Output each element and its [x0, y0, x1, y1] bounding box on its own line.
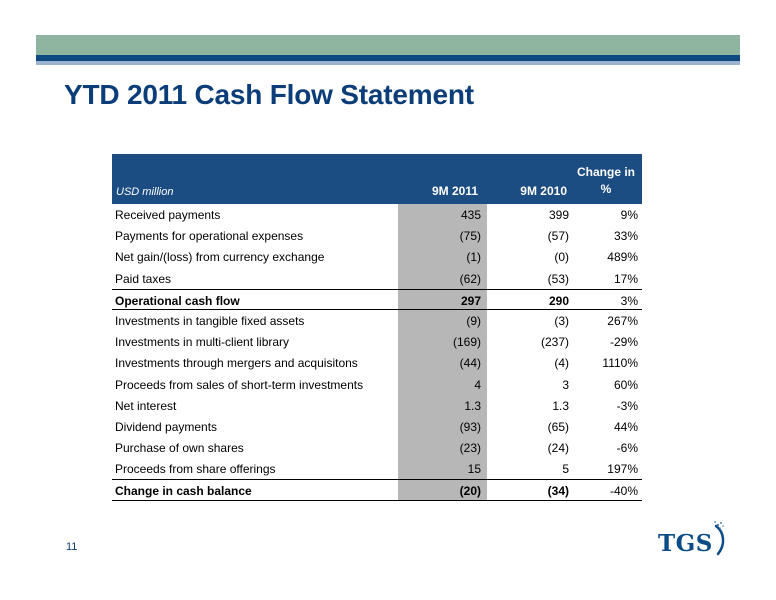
value-change: -40%	[609, 484, 638, 499]
value-9m-2010: (57)	[547, 229, 569, 244]
value-9m-2011: (20)	[459, 484, 481, 499]
value-9m-2010: (65)	[547, 419, 569, 434]
table-row: Dividend payments (93) (65) 44%	[112, 416, 642, 437]
row-label: Payments for operational expenses	[115, 229, 304, 244]
value-9m-2010: 5	[562, 462, 569, 477]
value-9m-2010: (34)	[547, 484, 569, 499]
value-9m-2011: (75)	[459, 229, 481, 244]
value-9m-2010: (53)	[547, 271, 569, 286]
table-row: Investments in tangible fixed assets (9)…	[112, 310, 642, 331]
row-label: Operational cash flow	[115, 293, 240, 308]
table-row: Payments for operational expenses (75) (…	[112, 225, 642, 246]
header-band-navy	[36, 55, 740, 61]
table-body: Received payments 435 399 9% Payments fo…	[112, 204, 642, 501]
row-label: Proceeds from sales of short-term invest…	[115, 377, 364, 392]
tgs-logo: TGS	[658, 520, 730, 564]
table-row: Proceeds from sales of short-term invest…	[112, 374, 642, 395]
value-change: 267%	[607, 313, 638, 328]
header-band-green	[36, 35, 740, 55]
table-header: USD million 9M 2011 9M 2010 Change in %	[112, 154, 642, 204]
value-9m-2011: 297	[460, 293, 481, 308]
value-change: -29%	[609, 335, 638, 350]
value-9m-2011: 1.3	[464, 398, 481, 413]
value-change: 17%	[613, 271, 638, 286]
row-label: Net gain/(loss) from currency exchange	[115, 250, 325, 265]
value-change: 60%	[613, 377, 638, 392]
value-9m-2010: (3)	[554, 313, 569, 328]
value-change: 44%	[613, 419, 638, 434]
value-change: -6%	[616, 441, 638, 456]
value-change: 3%	[620, 293, 638, 308]
unit-label: USD million	[116, 186, 174, 198]
row-label: Investments in tangible fixed assets	[115, 313, 305, 328]
col-header-change: Change in %	[574, 164, 638, 198]
table-row: Received payments 435 399 9%	[112, 204, 642, 225]
table-row: Net gain/(loss) from currency exchange (…	[112, 246, 642, 267]
row-label: Paid taxes	[115, 271, 172, 286]
page-number: 11	[66, 541, 78, 553]
value-9m-2011: (62)	[459, 271, 481, 286]
table-row-subtotal: Operational cash flow 297 290 3%	[112, 288, 642, 310]
value-9m-2010: (24)	[547, 441, 569, 456]
table-row: Net interest 1.3 1.3 -3%	[112, 395, 642, 416]
value-9m-2011: (9)	[466, 313, 481, 328]
col-header-change-line1: Change in	[576, 165, 635, 179]
value-9m-2010: (237)	[540, 335, 569, 350]
table-row: Paid taxes (62) (53) 17%	[112, 268, 642, 289]
table-row: Investments through mergers and acquisit…	[112, 352, 642, 373]
value-9m-2011: (23)	[459, 441, 481, 456]
value-9m-2010: 3	[562, 377, 569, 392]
value-9m-2010: 290	[548, 293, 569, 308]
value-9m-2010: 1.3	[552, 398, 569, 413]
table-row: Purchase of own shares (23) (24) -6%	[112, 437, 642, 458]
value-change: 489%	[607, 250, 638, 265]
row-label: Investments through mergers and acquisit…	[115, 356, 358, 371]
row-label: Received payments	[115, 208, 221, 222]
value-9m-2011: 435	[460, 208, 481, 222]
logo-swoosh-icon	[714, 521, 725, 556]
row-label: Net interest	[115, 398, 177, 413]
row-label: Proceeds from share offerings	[115, 462, 276, 477]
table-row: Investments in multi-client library (169…	[112, 331, 642, 352]
col-header-9m-2011: 9M 2011	[431, 184, 478, 198]
cash-flow-table: USD million 9M 2011 9M 2010 Change in % …	[112, 154, 642, 501]
value-9m-2011: (93)	[459, 419, 481, 434]
row-label: Change in cash balance	[115, 484, 252, 499]
logo-text: TGS	[658, 530, 713, 557]
value-9m-2011: 4	[474, 377, 481, 392]
highlight-column-9m-2011	[398, 204, 487, 501]
value-9m-2011: (1)	[466, 250, 481, 265]
row-label: Investments in multi-client library	[115, 335, 290, 350]
value-9m-2011: (44)	[459, 356, 481, 371]
value-change: 9%	[620, 208, 638, 222]
col-header-change-line2: %	[600, 182, 612, 196]
value-change: -3%	[616, 398, 638, 413]
value-9m-2010: 399	[548, 208, 569, 222]
value-9m-2010: (4)	[554, 356, 569, 371]
value-change: 197%	[607, 462, 638, 477]
row-label: Purchase of own shares	[115, 441, 244, 456]
slide-title: YTD 2011 Cash Flow Statement	[64, 79, 474, 110]
col-header-9m-2010: 9M 2010	[520, 184, 567, 198]
value-9m-2011: 15	[467, 462, 481, 477]
value-9m-2010: (0)	[554, 250, 569, 265]
table-row-total: Change in cash balance (20) (34) -40%	[112, 479, 642, 501]
table-row: Proceeds from share offerings 15 5 197%	[112, 458, 642, 479]
value-change: 1110%	[602, 356, 638, 371]
header-band-light	[36, 61, 740, 65]
row-label: Dividend payments	[115, 419, 218, 434]
value-9m-2011: (169)	[452, 335, 481, 350]
value-change: 33%	[613, 229, 638, 244]
